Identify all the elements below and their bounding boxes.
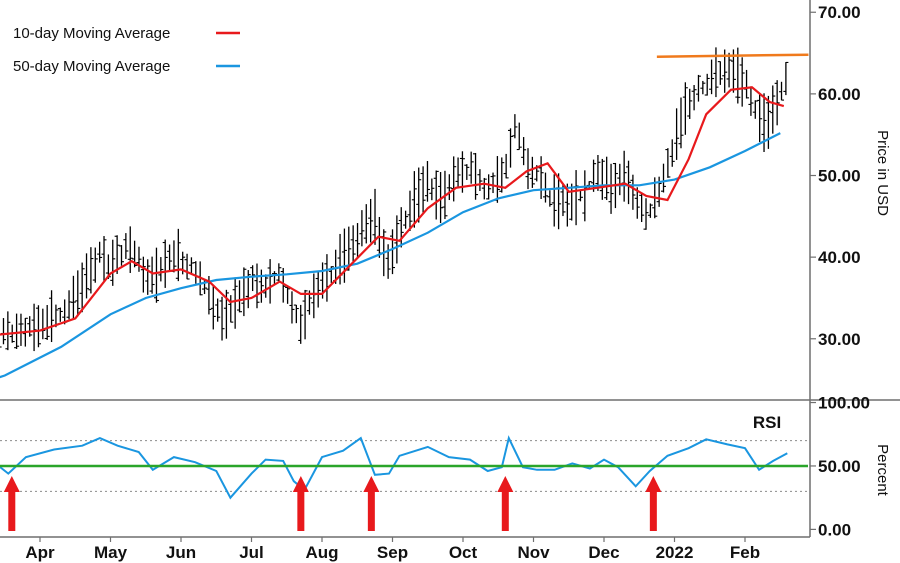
- price-y-ticks: 70.00 60.00 50.00 40.00 30.00: [810, 3, 861, 349]
- price-y-tick-label: 60.00: [818, 85, 861, 104]
- x-axis-ticks: Apr May Jun Jul Aug Sep Oct Nov Dec 2022 Feb: [25, 537, 760, 562]
- legend-label-ma50: 50-day Moving Average: [13, 58, 170, 75]
- rsi-arrow-head: [645, 476, 662, 492]
- rsi-arrow-shaft: [649, 490, 657, 531]
- x-tick-label: Apr: [25, 543, 55, 562]
- rsi-arrow-head: [3, 476, 20, 492]
- x-tick-label: May: [94, 543, 128, 562]
- ma50-line: [0, 132, 781, 379]
- rsi-arrow-head: [497, 476, 514, 492]
- rsi-y-tick-label: 0.00: [818, 520, 851, 539]
- rsi-arrow-shaft: [297, 490, 305, 531]
- rsi-arrow-head: [292, 476, 309, 492]
- x-tick-label: Oct: [449, 543, 478, 562]
- x-tick-label: Aug: [305, 543, 338, 562]
- rsi-y-ticks: 100.00 50.00 0.00: [810, 394, 870, 539]
- x-tick-label: Feb: [730, 543, 760, 562]
- rsi-arrow-head: [363, 476, 380, 492]
- rsi-title: RSI: [753, 413, 781, 432]
- x-tick-label: Nov: [517, 543, 550, 562]
- price-y-tick-label: 70.00: [818, 3, 861, 22]
- price-lines: [0, 53, 809, 379]
- rsi-arrow-shaft: [501, 490, 509, 531]
- price-y-tick-label: 40.00: [818, 248, 861, 267]
- rsi-axis-title: Percent: [874, 444, 891, 497]
- rsi-y-tick-label: 100.00: [818, 394, 870, 413]
- x-tick-label: Dec: [588, 543, 619, 562]
- resistance-line: [656, 53, 809, 58]
- rsi-arrow-shaft: [367, 490, 375, 531]
- rsi-line: [0, 435, 788, 500]
- x-tick-label: Jul: [239, 543, 264, 562]
- rsi-y-tick-label: 50.00: [818, 457, 861, 476]
- x-tick-label: Sep: [377, 543, 408, 562]
- x-tick-label: 2022: [656, 543, 694, 562]
- ma10-line: [0, 86, 785, 336]
- legend-label-ma10: 10-day Moving Average: [13, 25, 170, 42]
- rsi-line-group: [0, 435, 808, 500]
- rsi-arrows: [3, 476, 662, 531]
- rsi-panel: 100.00 50.00 0.00 RSI Percent: [0, 394, 891, 539]
- legend: 10-day Moving Average 50-day Moving Aver…: [13, 25, 240, 75]
- price-y-tick-label: 50.00: [818, 167, 861, 186]
- price-panel: 70.00 60.00 50.00 40.00 30.00 Price in USD 1…: [0, 3, 891, 379]
- rsi-arrow-shaft: [8, 490, 16, 531]
- price-y-tick-label: 30.00: [818, 330, 861, 349]
- x-tick-label: Jun: [166, 543, 196, 562]
- price-axis-title: Price in USD: [874, 130, 891, 216]
